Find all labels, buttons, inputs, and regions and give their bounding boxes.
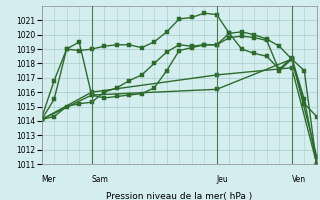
Text: Jeu: Jeu [217,175,228,184]
Text: Mer: Mer [42,175,56,184]
Text: Pression niveau de la mer( hPa ): Pression niveau de la mer( hPa ) [106,192,252,200]
Text: Sam: Sam [92,175,108,184]
Text: Ven: Ven [292,175,306,184]
